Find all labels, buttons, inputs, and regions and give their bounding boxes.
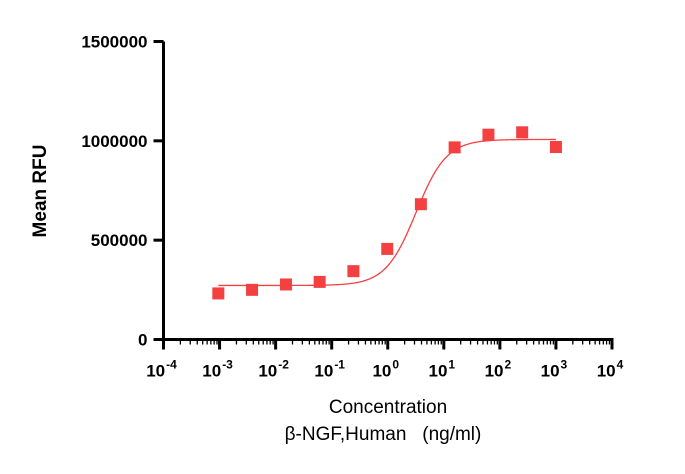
data-point bbox=[482, 128, 495, 141]
data-point bbox=[448, 141, 461, 154]
x-tick-label: 10-3 bbox=[202, 358, 233, 381]
data-point bbox=[381, 242, 394, 255]
x-tick-label: 10-4 bbox=[146, 358, 177, 381]
x-tick-label: 100 bbox=[372, 358, 399, 381]
data-point bbox=[347, 265, 360, 278]
data-point bbox=[279, 278, 292, 291]
x-axis-label: Concentration bbox=[329, 397, 447, 418]
x-tick-label: 102 bbox=[485, 358, 512, 381]
x-tick-label: 10-2 bbox=[258, 358, 289, 381]
fit-curve bbox=[218, 138, 556, 287]
y-axis-label: Mean RFU bbox=[30, 145, 51, 238]
data-point bbox=[313, 275, 326, 288]
data-point bbox=[516, 126, 529, 139]
y-tick-label: 1000000 bbox=[81, 132, 147, 151]
x-tick-label: 103 bbox=[541, 358, 568, 381]
x-tick-label: 10-1 bbox=[314, 358, 345, 381]
x-axis-label-units: β-NGF,Human (ng/ml) bbox=[285, 424, 482, 445]
y-tick-label: 500000 bbox=[91, 231, 148, 250]
x-tick-label: 101 bbox=[429, 358, 456, 381]
data-point bbox=[414, 198, 427, 211]
data-point bbox=[212, 287, 225, 300]
data-point bbox=[549, 140, 562, 153]
x-tick-label: 104 bbox=[597, 358, 624, 381]
y-tick-label: 0 bbox=[138, 331, 147, 350]
y-tick-label: 1500000 bbox=[81, 33, 147, 52]
data-point bbox=[246, 283, 259, 296]
